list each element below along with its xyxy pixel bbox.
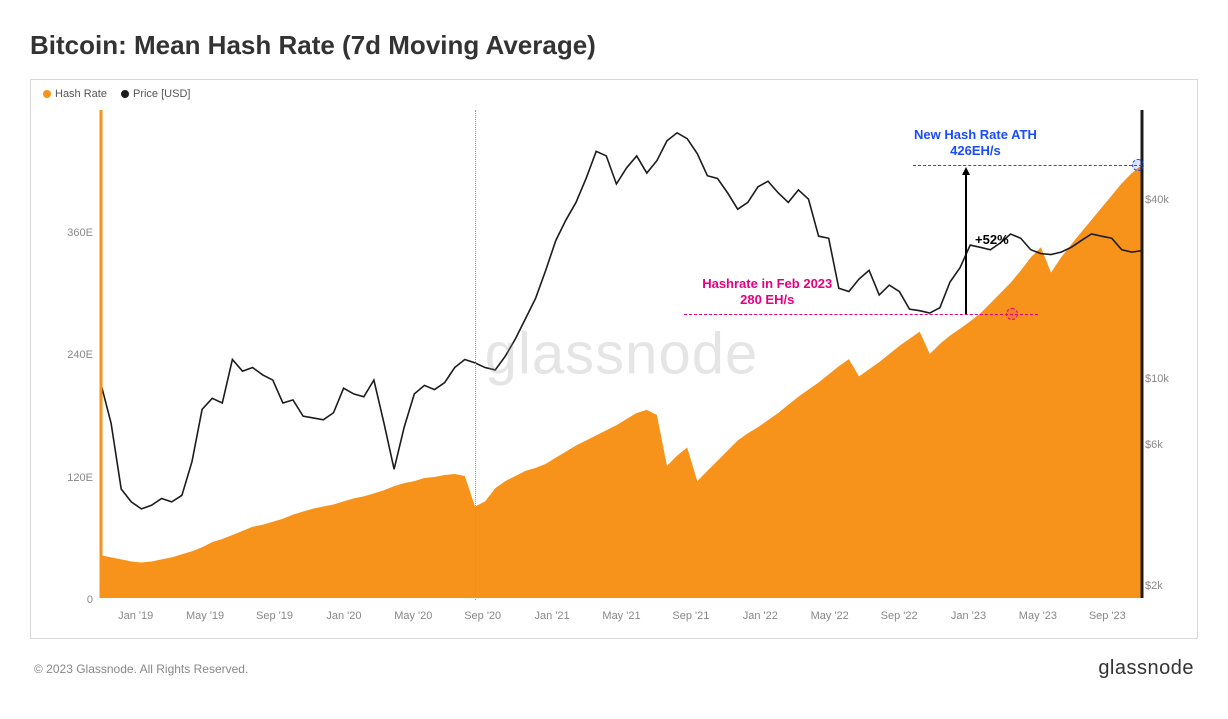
- annotation-feb2023-marker: [1006, 308, 1018, 320]
- annotation-ath-marker: [1132, 159, 1144, 171]
- copyright: © 2023 Glassnode. All Rights Reserved.: [34, 662, 248, 676]
- annotation-growth: +52%: [975, 232, 1009, 248]
- plot-svg: [101, 110, 1142, 598]
- chart-box: Hash Rate Price [USD] glassnode New Hash…: [30, 79, 1198, 639]
- legend-item-price: Price [USD]: [121, 88, 190, 100]
- legend-item-hashrate: Hash Rate: [43, 88, 107, 100]
- chart-container: Bitcoin: Mean Hash Rate (7d Moving Avera…: [0, 0, 1228, 719]
- annotation-ath-line: [913, 165, 1142, 166]
- brand-logo: glassnode: [1098, 657, 1194, 680]
- annotation-feb2023: Hashrate in Feb 2023 280 EH/s: [702, 276, 832, 309]
- plot-area: glassnode New Hash Rate ATH 426EH/s Hash…: [101, 110, 1142, 598]
- chart-title: Bitcoin: Mean Hash Rate (7d Moving Avera…: [30, 30, 1198, 61]
- footer: © 2023 Glassnode. All Rights Reserved. g…: [30, 657, 1198, 680]
- growth-arrow: [965, 169, 967, 314]
- annotation-feb2023-line: [684, 314, 1038, 315]
- vertical-event-line: [475, 110, 476, 600]
- annotation-ath: New Hash Rate ATH 426EH/s: [914, 127, 1037, 160]
- legend: Hash Rate Price [USD]: [43, 88, 190, 100]
